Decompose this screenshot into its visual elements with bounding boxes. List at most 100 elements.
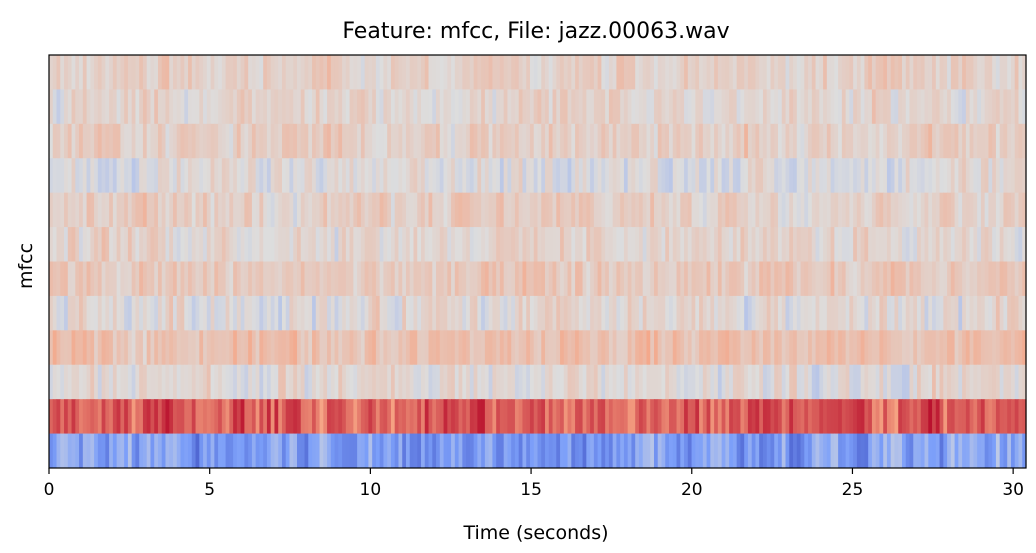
heatmap-cell [462, 227, 467, 262]
heatmap-cell [131, 364, 137, 400]
heatmap-cell [638, 399, 644, 434]
heatmap-cell [206, 89, 212, 125]
heatmap-cell [372, 295, 377, 331]
heatmap-cell [571, 399, 576, 434]
heatmap-cell [849, 192, 854, 228]
heatmap-cell [169, 123, 174, 159]
heatmap-cell [699, 158, 704, 194]
heatmap-cell [154, 433, 159, 469]
heatmap-cell [75, 399, 80, 434]
heatmap-cell [488, 192, 494, 228]
heatmap-cell [323, 399, 328, 434]
heatmap-cell [244, 399, 249, 434]
heatmap-cell [736, 330, 742, 366]
heatmap-cell [1018, 89, 1023, 125]
heatmap-cell [67, 55, 73, 90]
heatmap-cell [800, 158, 805, 194]
heatmap-cell [203, 55, 208, 90]
heatmap-cell [973, 55, 978, 90]
heatmap-cell [717, 192, 723, 228]
heatmap-cell [357, 89, 362, 125]
heatmap-cell [135, 158, 140, 194]
x-tick-label: 0 [44, 480, 55, 500]
heatmap-cell [526, 399, 531, 434]
heatmap-cell [623, 364, 629, 400]
heatmap-cell [781, 192, 787, 228]
heatmap-cell [541, 192, 546, 228]
heatmap-cell [266, 433, 272, 469]
heatmap-cell [330, 330, 336, 366]
heatmap-cell [360, 123, 366, 159]
heatmap-cell [669, 261, 674, 297]
heatmap-cell [556, 433, 561, 469]
heatmap-cell [75, 330, 80, 366]
heatmap-cell [327, 227, 332, 262]
heatmap-cell [334, 227, 339, 262]
heatmap-cell [905, 399, 911, 434]
heatmap-cell [657, 123, 663, 159]
heatmap-cell [973, 433, 978, 469]
heatmap-cell [496, 158, 501, 194]
heatmap-cell [206, 295, 212, 331]
heatmap-cell [706, 89, 711, 125]
heatmap-cell [1007, 330, 1012, 366]
heatmap-cell [808, 364, 813, 400]
heatmap-cell [560, 55, 565, 90]
heatmap-cell [582, 261, 587, 297]
heatmap-cell [676, 433, 681, 469]
heatmap-cell [195, 433, 200, 469]
heatmap-cell [958, 433, 963, 469]
heatmap-cell [928, 123, 933, 159]
heatmap-cell [417, 55, 422, 90]
heatmap-cell [293, 330, 298, 366]
heatmap-cell [421, 158, 426, 194]
heatmap-cell [864, 89, 869, 125]
heatmap-cell [109, 89, 114, 125]
heatmap-cell [357, 158, 362, 194]
heatmap-cell [436, 227, 441, 262]
heatmap-cell [105, 123, 110, 159]
heatmap-cell [943, 330, 948, 366]
heatmap-cell [537, 433, 542, 469]
heatmap-cell [184, 123, 189, 159]
heatmap-cell [188, 89, 193, 125]
heatmap-cell [188, 192, 193, 228]
heatmap-cell [582, 227, 587, 262]
heatmap-cell [251, 158, 257, 194]
heatmap-cell [578, 261, 584, 297]
heatmap-cell [188, 158, 193, 194]
heatmap-cell [811, 123, 817, 159]
heatmap-cell [142, 192, 148, 228]
heatmap-cell [578, 89, 584, 125]
heatmap-cell [669, 295, 674, 331]
heatmap-cell [338, 227, 343, 262]
heatmap-cell [871, 261, 877, 297]
heatmap-cell [672, 330, 678, 366]
heatmap-cell [503, 261, 509, 297]
heatmap-cell [131, 399, 137, 434]
heatmap-cell [499, 330, 505, 366]
heatmap-cell [360, 433, 366, 469]
heatmap-cell [571, 55, 576, 90]
heatmap-cell [593, 399, 599, 434]
heatmap-cell [319, 330, 324, 366]
heatmap-cell [676, 227, 681, 262]
heatmap-cell [405, 261, 411, 297]
heatmap-cell [924, 123, 929, 159]
heatmap-cell [522, 261, 527, 297]
heatmap-cell [796, 55, 802, 90]
heatmap-cell [345, 123, 351, 159]
heatmap-cell [980, 123, 986, 159]
heatmap-cell [503, 89, 509, 125]
heatmap-cell [477, 261, 482, 297]
heatmap-cell [124, 399, 129, 434]
heatmap-cell [744, 433, 749, 469]
heatmap-cell [79, 123, 84, 159]
heatmap-cell [717, 295, 723, 331]
heatmap-cell [466, 364, 471, 400]
heatmap-cell [687, 123, 693, 159]
heatmap-cell [571, 433, 576, 469]
heatmap-cell [315, 89, 321, 125]
heatmap-cell [552, 158, 557, 194]
heatmap-cell [402, 330, 407, 366]
